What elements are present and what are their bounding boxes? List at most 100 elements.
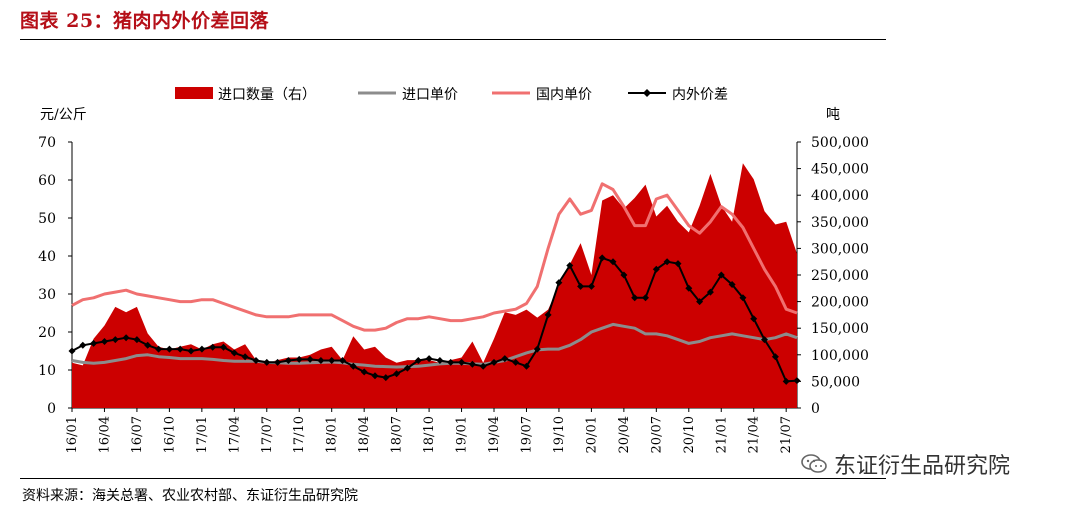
spread-point — [414, 357, 422, 364]
spread-point — [566, 262, 574, 269]
spread-point — [90, 339, 98, 347]
spread-point — [317, 357, 325, 364]
spread-point — [717, 271, 725, 279]
x-tick-label: 21/07 — [779, 416, 794, 453]
spread-point — [274, 358, 282, 366]
y-right-tick-label: 250,000 — [811, 268, 869, 284]
legend-swatch-import-volume — [175, 87, 213, 99]
spread-point — [403, 364, 411, 372]
spread-point — [533, 345, 541, 353]
spread-point — [371, 372, 379, 380]
y-left-tick-label: 30 — [38, 287, 56, 303]
y-left-tick-label: 10 — [38, 363, 56, 379]
x-tick-label: 17/10 — [292, 416, 307, 453]
spread-point — [393, 370, 401, 378]
spread-point — [306, 355, 314, 363]
spread-point — [620, 271, 628, 279]
spread-point — [252, 357, 260, 364]
x-tick-label: 18/01 — [325, 416, 340, 453]
spread-point — [652, 265, 660, 273]
spread-point — [750, 315, 758, 323]
spread-point — [501, 355, 509, 363]
spread-point — [587, 282, 595, 290]
import-price-line — [71, 322, 798, 369]
chart-title: 图表 25：猪肉内外价差回落 — [20, 10, 270, 32]
spread-point — [284, 357, 292, 364]
spread-point — [111, 336, 119, 344]
spread-point — [512, 358, 520, 366]
x-tick-label: 18/07 — [390, 416, 405, 453]
spread-point — [739, 294, 747, 302]
spread-point — [458, 358, 466, 366]
y-right-axis-label: 吨 — [826, 107, 840, 123]
spread-point — [79, 341, 87, 349]
y-right-tick-label: 200,000 — [811, 295, 869, 311]
source-divider — [20, 478, 886, 479]
x-tick-label: 16/01 — [65, 416, 80, 453]
spread-point — [468, 360, 476, 368]
spread-point — [479, 362, 487, 370]
spread-point — [328, 357, 336, 364]
spread-point — [544, 311, 552, 319]
spread-point — [663, 258, 671, 266]
spread-point — [144, 341, 152, 349]
spread-point — [122, 334, 130, 342]
spread-point — [198, 345, 206, 353]
spread-point — [155, 345, 163, 353]
x-tick-label: 16/10 — [162, 416, 177, 453]
x-tick-label: 16/04 — [97, 416, 112, 453]
y-right-tick-label: 300,000 — [811, 241, 869, 257]
spread-point — [436, 357, 444, 364]
x-tick-label: 20/01 — [584, 416, 599, 453]
spread-point — [209, 343, 217, 351]
spread-point — [360, 368, 368, 376]
spread-point — [295, 355, 303, 363]
spread-point — [631, 294, 639, 302]
spread-point — [101, 338, 108, 345]
tick-labels: 0 10 20 30 40 50 60 70 0 50,000 100,000 150,000 200,… — [38, 135, 869, 453]
y-left-tick-label: 60 — [38, 173, 56, 189]
spread-point — [349, 362, 357, 370]
x-tick-label: 19/10 — [552, 416, 567, 453]
x-tick-label: 21/01 — [714, 416, 729, 453]
legend-marker-spread — [643, 89, 651, 97]
wechat-icon — [800, 453, 828, 475]
x-tick-label: 17/04 — [227, 416, 242, 453]
spread-point — [685, 284, 693, 292]
spread-point — [642, 294, 649, 302]
spread-point — [728, 281, 736, 288]
x-tick-label: 19/04 — [487, 416, 502, 453]
spread-point — [577, 282, 585, 290]
spread-point — [165, 345, 173, 353]
spread-point — [706, 288, 714, 296]
watermark: 东证衍生品研究院 — [800, 448, 1010, 480]
source-note: 资料来源：海关总署、农业农村部、东证衍生品研究院 — [22, 488, 358, 504]
x-tick-label: 18/04 — [357, 416, 372, 453]
series-import-volume — [72, 163, 797, 408]
spread-point — [555, 279, 563, 287]
spread-point — [761, 336, 768, 344]
watermark-text: 东证衍生品研究院 — [834, 454, 1011, 479]
spread-point — [523, 362, 530, 370]
spread-point — [793, 377, 801, 385]
spread-point — [674, 260, 682, 268]
x-tick-label: 20/04 — [617, 416, 632, 453]
x-tick-label: 21/04 — [747, 416, 762, 453]
y-right-tick-label: 150,000 — [811, 321, 869, 337]
x-tick-label: 19/01 — [455, 416, 470, 453]
spread-point — [782, 377, 790, 385]
x-tick-label: 19/07 — [519, 416, 534, 453]
spread-point — [609, 258, 617, 266]
y-left-tick-label: 40 — [38, 249, 56, 265]
y-left-tick-label: 0 — [47, 401, 56, 417]
x-tick-label: 17/01 — [195, 416, 210, 453]
spread-point — [176, 345, 184, 353]
x-tick-label: 20/07 — [649, 416, 664, 453]
spread-point — [425, 355, 433, 363]
y-right-tick-label: 50,000 — [811, 374, 860, 390]
spread-point — [68, 347, 76, 355]
legend-label-import-volume: 进口数量（右） — [218, 87, 316, 103]
y-left-tick-label: 70 — [38, 135, 56, 151]
spread-point — [263, 358, 271, 366]
